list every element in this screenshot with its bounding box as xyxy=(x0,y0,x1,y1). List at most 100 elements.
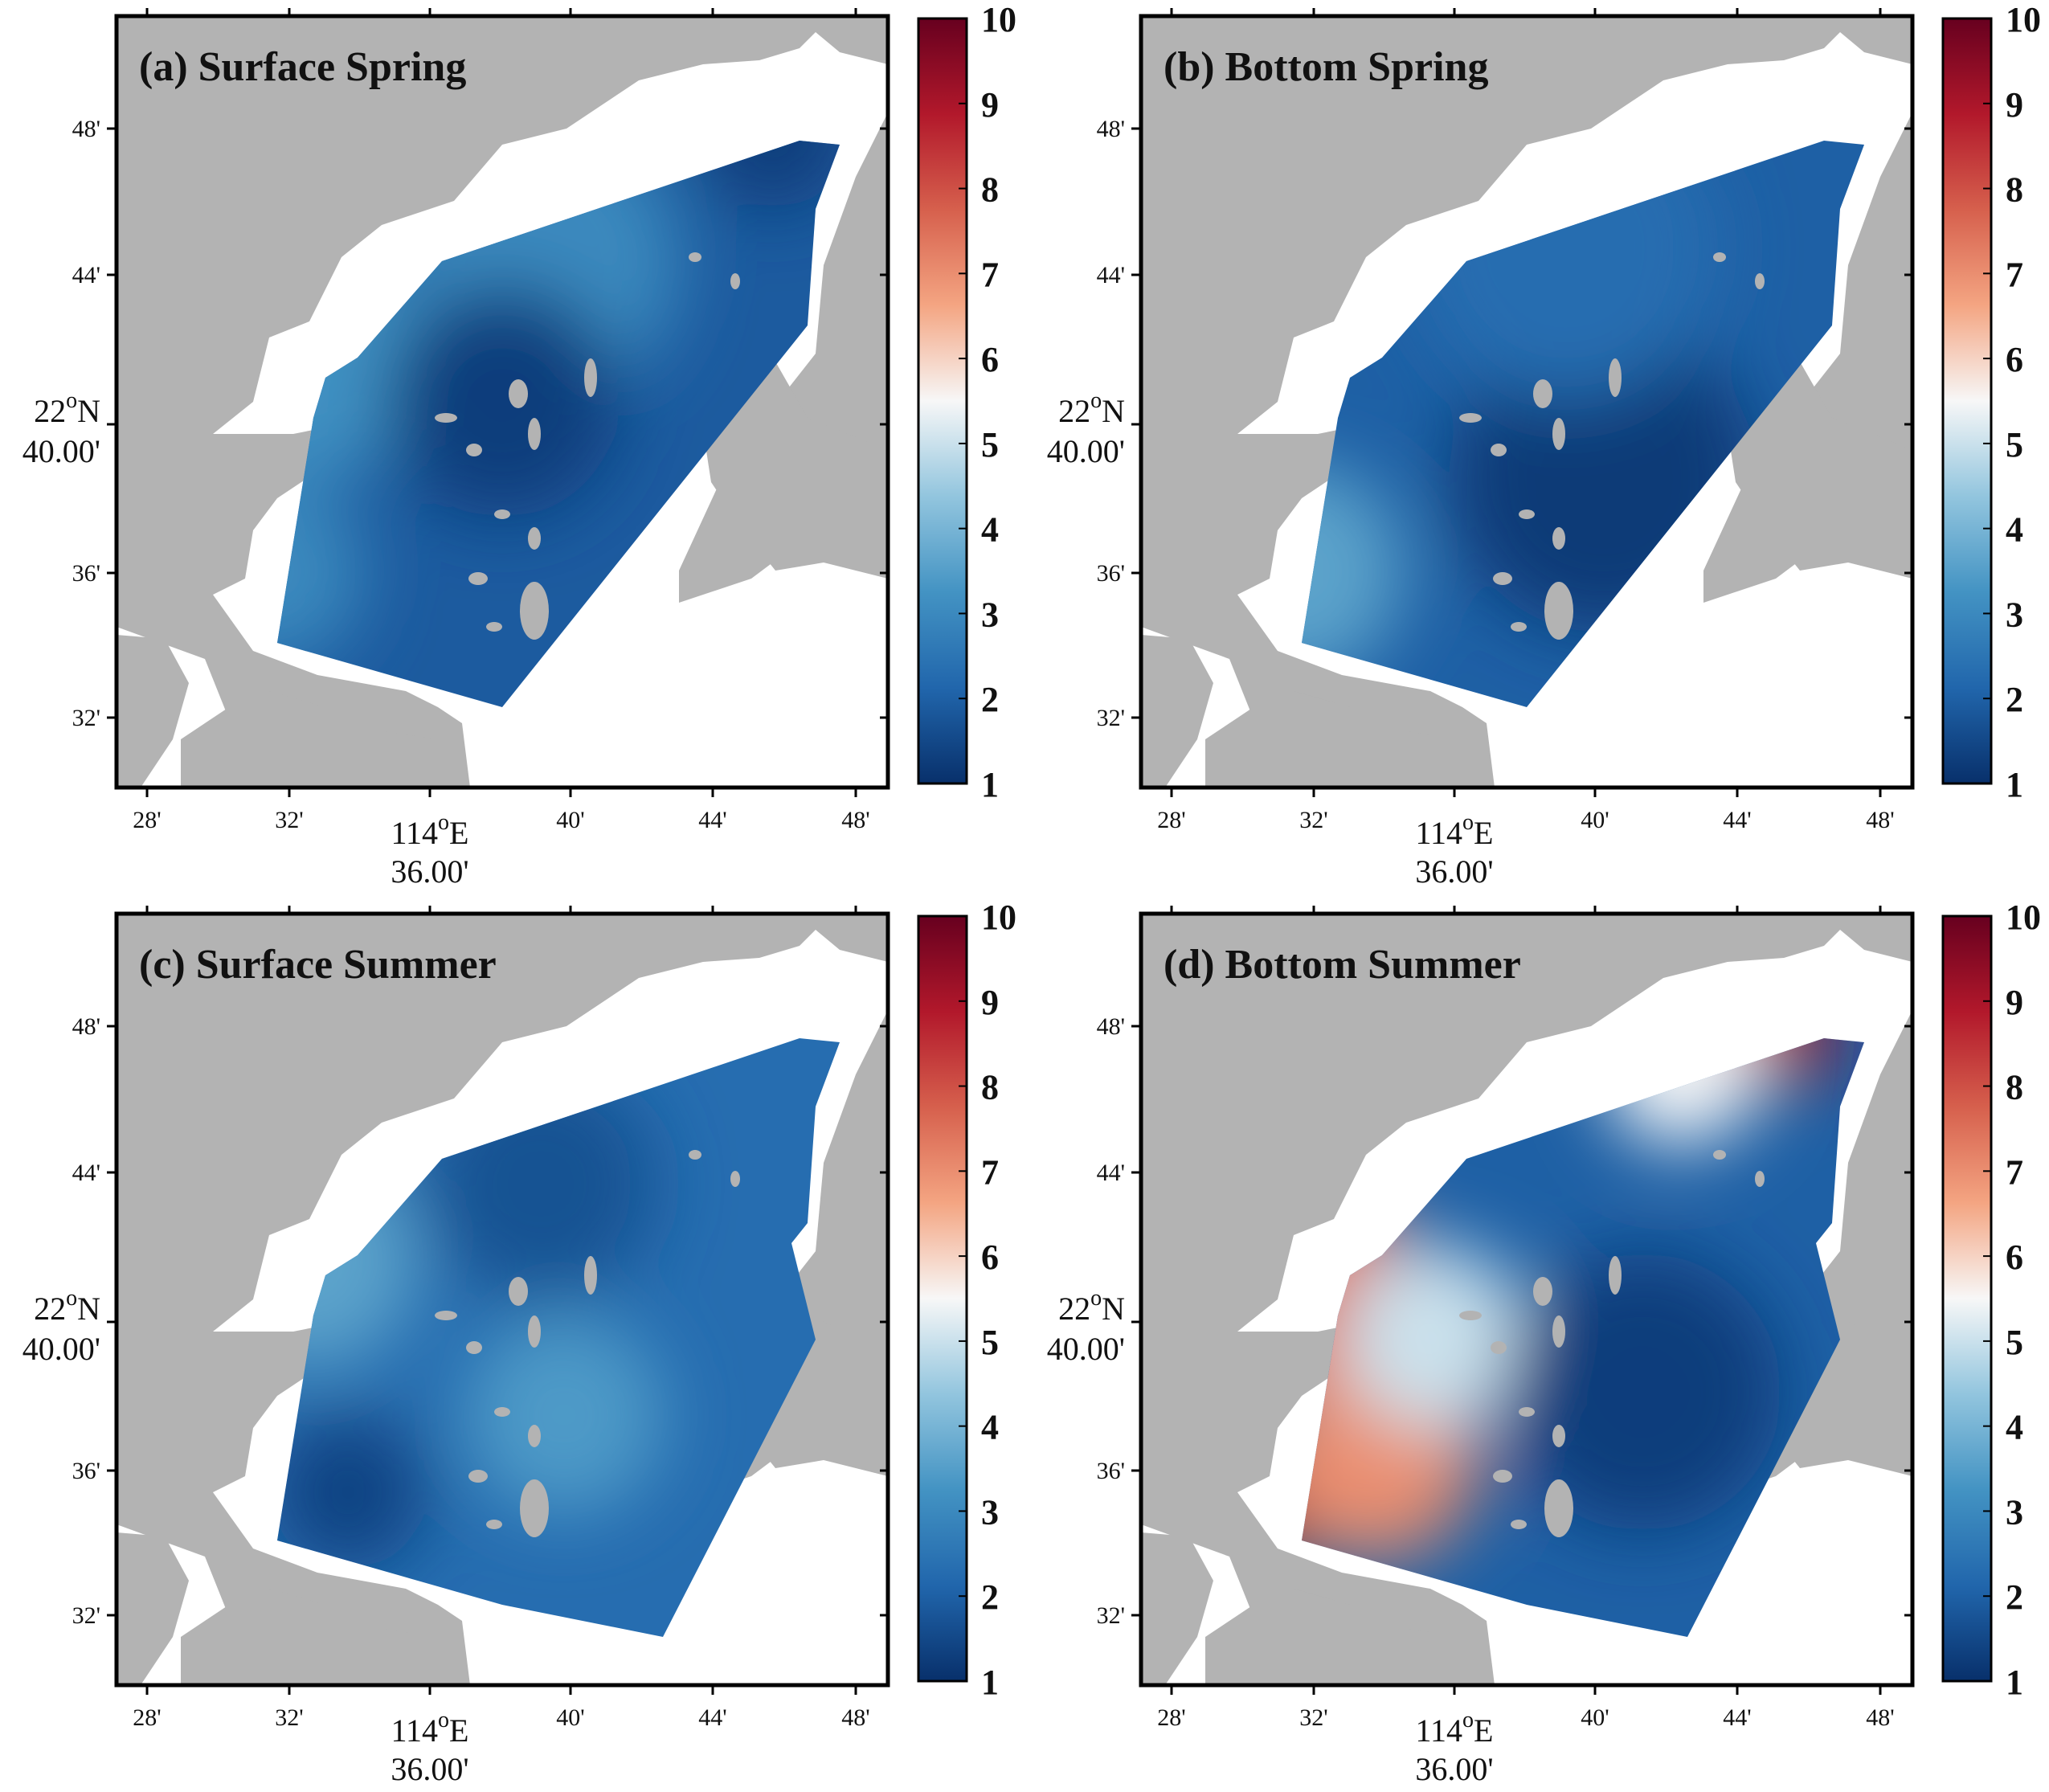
map-panel-d: (d) Bottom Summer 28' 32' 40' 44' 48' 114oE36.… xyxy=(1047,898,2041,1787)
y-tick-label: 32' xyxy=(72,705,100,731)
x-tick-label: 32' xyxy=(275,807,303,833)
small-island xyxy=(1755,1171,1765,1187)
colorbar-label: 1 xyxy=(981,765,999,804)
small-island xyxy=(1491,1341,1507,1354)
colorbar-label: 9 xyxy=(981,85,999,125)
small-island xyxy=(509,379,528,408)
x-tick-label: 44' xyxy=(698,1704,726,1731)
small-island xyxy=(1713,252,1726,262)
colorbar-label: 2 xyxy=(2006,680,2023,719)
southern-island xyxy=(181,1589,470,1685)
small-island xyxy=(528,418,541,450)
small-island xyxy=(1755,273,1765,289)
western-island xyxy=(117,635,189,788)
western-island xyxy=(1141,635,1213,788)
colorbar xyxy=(917,17,968,785)
x-tick-label: 48' xyxy=(841,1704,869,1731)
x-axis-main-label: 114oE xyxy=(391,810,469,851)
panel-title: (d) Bottom Summer xyxy=(1164,942,1521,988)
y-axis-main-label-2: 40.00' xyxy=(1047,433,1125,469)
x-tick-label: 28' xyxy=(1157,807,1185,833)
eastern-peninsula xyxy=(1720,354,1912,579)
field-hotspot xyxy=(386,286,618,518)
x-axis-main-label-2: 36.00' xyxy=(391,853,468,890)
colorbar-label: 7 xyxy=(981,255,999,294)
y-tick-label: 44' xyxy=(72,262,100,288)
colorbar-label: 10 xyxy=(981,898,1016,937)
colorbar-label: 6 xyxy=(981,1238,999,1277)
southern-island xyxy=(1205,1589,1495,1685)
y-tick-label: 48' xyxy=(1097,1013,1125,1040)
small-island xyxy=(468,1470,488,1483)
small-island xyxy=(1552,527,1565,550)
field-hotspot xyxy=(1302,463,1404,680)
colorbar-label: 7 xyxy=(2006,1152,2023,1192)
colorbar-label: 2 xyxy=(2006,1577,2023,1617)
colorbar-label: 5 xyxy=(981,1323,999,1362)
colorbar-label: 5 xyxy=(981,425,999,464)
x-tick-label: 32' xyxy=(1299,1704,1327,1731)
x-tick-label: 32' xyxy=(1299,807,1327,833)
field-hotspot xyxy=(1341,1245,1527,1431)
map-frame xyxy=(1139,14,1915,790)
x-axis-main-label-2: 36.00' xyxy=(1415,1751,1493,1787)
small-island xyxy=(1459,413,1482,423)
colorbar-label: 8 xyxy=(2006,170,2023,210)
small-island xyxy=(730,273,740,289)
colorbar-label: 1 xyxy=(2006,765,2023,804)
colorbar-label: 5 xyxy=(2006,425,2023,464)
colorbar-label: 4 xyxy=(981,1408,999,1447)
small-island xyxy=(528,527,541,550)
colorbar-label: 2 xyxy=(981,680,999,719)
x-tick-label: 40' xyxy=(556,807,584,833)
y-tick-label: 48' xyxy=(72,1013,100,1040)
map-panel-b: (b) Bottom Spring 28' 32' 40' 44' 48' 114oE36.… xyxy=(1047,0,2041,890)
field-hotspot xyxy=(277,1415,425,1569)
colorbar-label: 3 xyxy=(981,595,999,634)
small-island xyxy=(584,1256,597,1295)
colorbar-label: 10 xyxy=(981,0,1016,39)
small-island xyxy=(1491,444,1507,456)
small-island xyxy=(528,1315,541,1348)
southern-island xyxy=(1205,691,1495,788)
map-frame xyxy=(114,14,890,790)
x-axis-main-label-2: 36.00' xyxy=(1415,853,1493,890)
x-tick-label: 48' xyxy=(1866,1704,1894,1731)
small-island xyxy=(584,358,597,397)
small-island xyxy=(520,1479,549,1537)
y-axis-main-label-2: 40.00' xyxy=(22,1331,100,1367)
small-island xyxy=(466,444,482,456)
colorbar-label: 3 xyxy=(2006,595,2023,634)
small-island xyxy=(1544,1479,1573,1537)
y-axis-main-label: 22oN xyxy=(34,1286,100,1327)
x-tick-label: 40' xyxy=(1581,807,1609,833)
x-tick-label: 28' xyxy=(133,1704,161,1731)
small-island xyxy=(1493,1470,1512,1483)
y-tick-label: 36' xyxy=(1097,560,1125,587)
small-island xyxy=(494,1407,510,1417)
y-axis-main-label-2: 40.00' xyxy=(22,433,100,469)
small-island xyxy=(1552,1425,1565,1447)
x-tick-label: 40' xyxy=(556,1704,584,1731)
colorbar-label: 10 xyxy=(2006,0,2041,39)
colorbar xyxy=(917,914,968,1683)
x-axis-main-label: 114oE xyxy=(391,1708,469,1749)
small-island xyxy=(486,1520,502,1529)
y-tick-label: 36' xyxy=(1097,1458,1125,1484)
small-island xyxy=(494,509,510,519)
colorbar-label: 6 xyxy=(2006,340,2023,379)
colorbar-label: 9 xyxy=(2006,85,2023,125)
small-island xyxy=(520,582,549,640)
small-island xyxy=(466,1341,482,1354)
colorbar-label: 2 xyxy=(981,1577,999,1617)
western-island xyxy=(1141,1532,1213,1685)
colorbar-label: 9 xyxy=(2006,983,2023,1022)
small-island xyxy=(1552,1315,1565,1348)
field-hotspot xyxy=(1503,1253,1781,1531)
panel-title: (a) Surface Spring xyxy=(139,44,466,90)
colorbar-label: 8 xyxy=(981,170,999,210)
colorbar-label: 1 xyxy=(981,1663,999,1702)
x-axis-main-label-2: 36.00' xyxy=(391,1751,468,1787)
small-island xyxy=(1533,1277,1552,1306)
